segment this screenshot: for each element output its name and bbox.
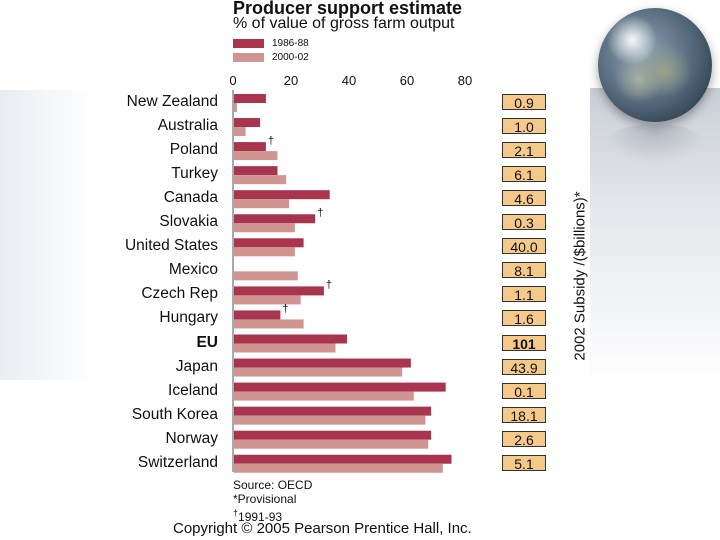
x-tick-40: 40 [341,73,357,88]
bar-poland-1986-88 [234,142,266,152]
subsidy-value-iceland: 0.1 [502,382,546,400]
bar-canada-2000-02 [234,199,290,209]
subsidy-value-mexico: 8.1 [502,262,546,279]
dagger-mark-czech-rep: † [325,279,333,292]
x-tick-20: 20 [283,73,299,88]
left-background-fade [0,90,95,380]
bar-new-zealand-2000-02 [234,103,237,112]
bar-australia-2000-02 [234,127,246,137]
category-label-canada: Canada [163,189,218,207]
bar-new-zealand-1986-88 [234,94,266,103]
bar-united-states-1986-88 [234,238,304,248]
subsidy-value-czech-rep: 1.1 [502,286,546,303]
bar-canada-1986-88 [234,190,330,200]
dagger-mark-slovakia: † [317,207,324,220]
source-note: Source: OECD [233,478,313,492]
bar-australia-1986-88 [234,118,261,128]
subsidy-value-slovakia: 0.3 [502,214,546,231]
right-background-fade [590,88,720,388]
category-label-new-zealand: New Zealand [126,93,218,110]
bar-eu-2000-02 [234,343,336,353]
subsidy-value-united-states: 40.0 [502,238,546,255]
bar-iceland-2000-02 [234,391,414,401]
provisional-note: *Provisional [233,492,297,506]
category-label-united-states: United States [124,237,218,255]
category-label-hungary: Hungary [159,309,218,327]
subsidy-axis-label: 2002 Subsidy /($billions)* [571,191,589,361]
bar-switzerland-1986-88 [234,454,452,464]
globe-reflection [604,124,706,164]
legend-item-2000-02: 2000-02 [233,52,309,63]
globe-icon [598,8,712,122]
bar-united-states-2000-02 [234,247,295,257]
category-label-eu: EU [196,333,218,351]
legend-label-1986-88: 1986-88 [272,38,309,49]
bar-hungary-1986-88 [234,310,281,320]
bar-turkey-1986-88 [234,166,278,176]
dagger-mark-hungary: † [282,303,289,316]
bar-south-korea-1986-88 [234,406,432,416]
category-label-australia: Australia [157,117,218,135]
category-label-turkey: Turkey [171,165,218,183]
bar-mexico-2000-02 [234,271,298,281]
bar-japan-2000-02 [234,367,403,377]
bar-slovakia-1986-88 [234,214,316,224]
bar-czech-rep-2000-02 [234,295,301,305]
category-label-iceland: Iceland [168,381,218,399]
chart-subtitle: % of value of gross farm output [233,15,455,32]
category-label-mexico: Mexico [168,261,218,279]
category-label-norway: Norway [165,429,218,447]
subsidy-value-canada: 4.6 [502,190,546,207]
subsidy-value-switzerland: 5.1 [502,454,546,472]
bar-hungary-2000-02 [234,319,304,329]
bar-slovakia-2000-02 [234,223,295,233]
subsidy-value-norway: 2.6 [502,430,546,448]
subsidy-value-japan: 43.9 [502,358,546,376]
subsidy-value-poland: 2.1 [502,142,546,159]
bar-norway-2000-02 [234,439,429,449]
bar-eu-1986-88 [234,334,348,344]
category-label-switzerland: Switzerland [137,453,218,471]
legend-swatch-2000-02 [233,53,264,62]
dagger-note: †1991-93 [233,506,312,524]
dagger-mark-poland: † [267,135,275,148]
chart-notes: Source: OECD *Provisional †1991-93 [233,478,312,524]
bar-japan-1986-88 [234,358,411,368]
subsidy-value-australia: 1.0 [502,118,546,135]
dagger-note-text: 1991-93 [238,510,283,524]
legend-item-1986-88: 1986-88 [233,38,309,49]
category-label-japan: Japan [175,357,218,375]
x-tick-0: 0 [229,73,237,88]
subsidy-value-eu: 101 [502,334,546,352]
bar-south-korea-2000-02 [234,415,426,425]
subsidy-value-new-zealand: 0.9 [502,94,546,111]
bar-switzerland-2000-02 [234,463,443,473]
chart-title: Producer support estimate [233,0,463,18]
subsidy-value-hungary: 1.6 [502,310,546,327]
x-tick-80: 80 [457,73,473,88]
legend-label-2000-02: 2000-02 [272,52,309,63]
bar-poland-2000-02 [234,151,278,161]
subsidy-value-turkey: 6.1 [502,166,546,183]
x-tick-60: 60 [399,73,415,88]
category-label-czech-rep: Czech Rep [141,285,218,303]
category-label-poland: Poland [169,141,218,159]
bar-iceland-1986-88 [234,382,446,392]
category-label-slovakia: Slovakia [159,213,218,231]
bar-turkey-2000-02 [234,175,287,185]
bar-norway-1986-88 [234,430,432,440]
subsidy-value-south-korea: 18.1 [502,406,546,424]
category-label-south-korea: South Korea [131,405,218,423]
legend-swatch-1986-88 [233,39,264,48]
copyright-text: Copyright © 2005 Pearson Prentice Hall, … [173,520,472,537]
bar-czech-rep-1986-88 [234,286,324,296]
dagger-note-symbol: † [233,508,239,518]
